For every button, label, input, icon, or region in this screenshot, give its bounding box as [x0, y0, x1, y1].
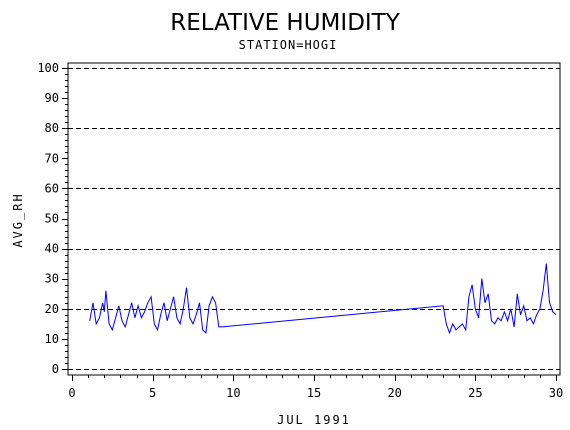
- series-line: [89, 263, 557, 335]
- x-tick-label: 0: [68, 386, 75, 400]
- x-axis-label: JUL 1991: [277, 413, 351, 427]
- y-axis: 0 10 20 30 40 50 60 70 80 90 100: [37, 61, 68, 376]
- y-tick-label: 100: [37, 61, 59, 75]
- y-tick-label: 60: [45, 181, 59, 195]
- y-axis-label: AVG_RH: [11, 192, 25, 247]
- plot-frame: [67, 62, 561, 376]
- y-tick-label: 30: [45, 272, 59, 286]
- x-tick-label: 5: [149, 386, 156, 400]
- y-tick-label: 20: [45, 302, 59, 316]
- y-tick-label: 70: [45, 151, 59, 165]
- x-tick-label: 20: [387, 386, 401, 400]
- y-tick-label: 90: [45, 91, 59, 105]
- grid-layer: [68, 68, 560, 370]
- y-tick-label: 80: [45, 121, 59, 135]
- data-layer: [89, 263, 557, 335]
- y-tick-label: 40: [45, 242, 59, 256]
- chart-title: RELATIVE HUMIDITY: [170, 10, 401, 36]
- chart-subtitle: STATION=HOGI: [239, 38, 338, 52]
- x-tick-label: 25: [468, 386, 482, 400]
- x-axis: 0 5 10 15 20 25 30: [68, 375, 563, 400]
- y-tick-label: 10: [45, 332, 59, 346]
- x-tick-label: 30: [549, 386, 563, 400]
- y-tick-label: 0: [52, 362, 59, 376]
- y-tick-label: 50: [45, 212, 59, 226]
- x-tick-label: 15: [307, 386, 321, 400]
- x-tick-label: 10: [226, 386, 240, 400]
